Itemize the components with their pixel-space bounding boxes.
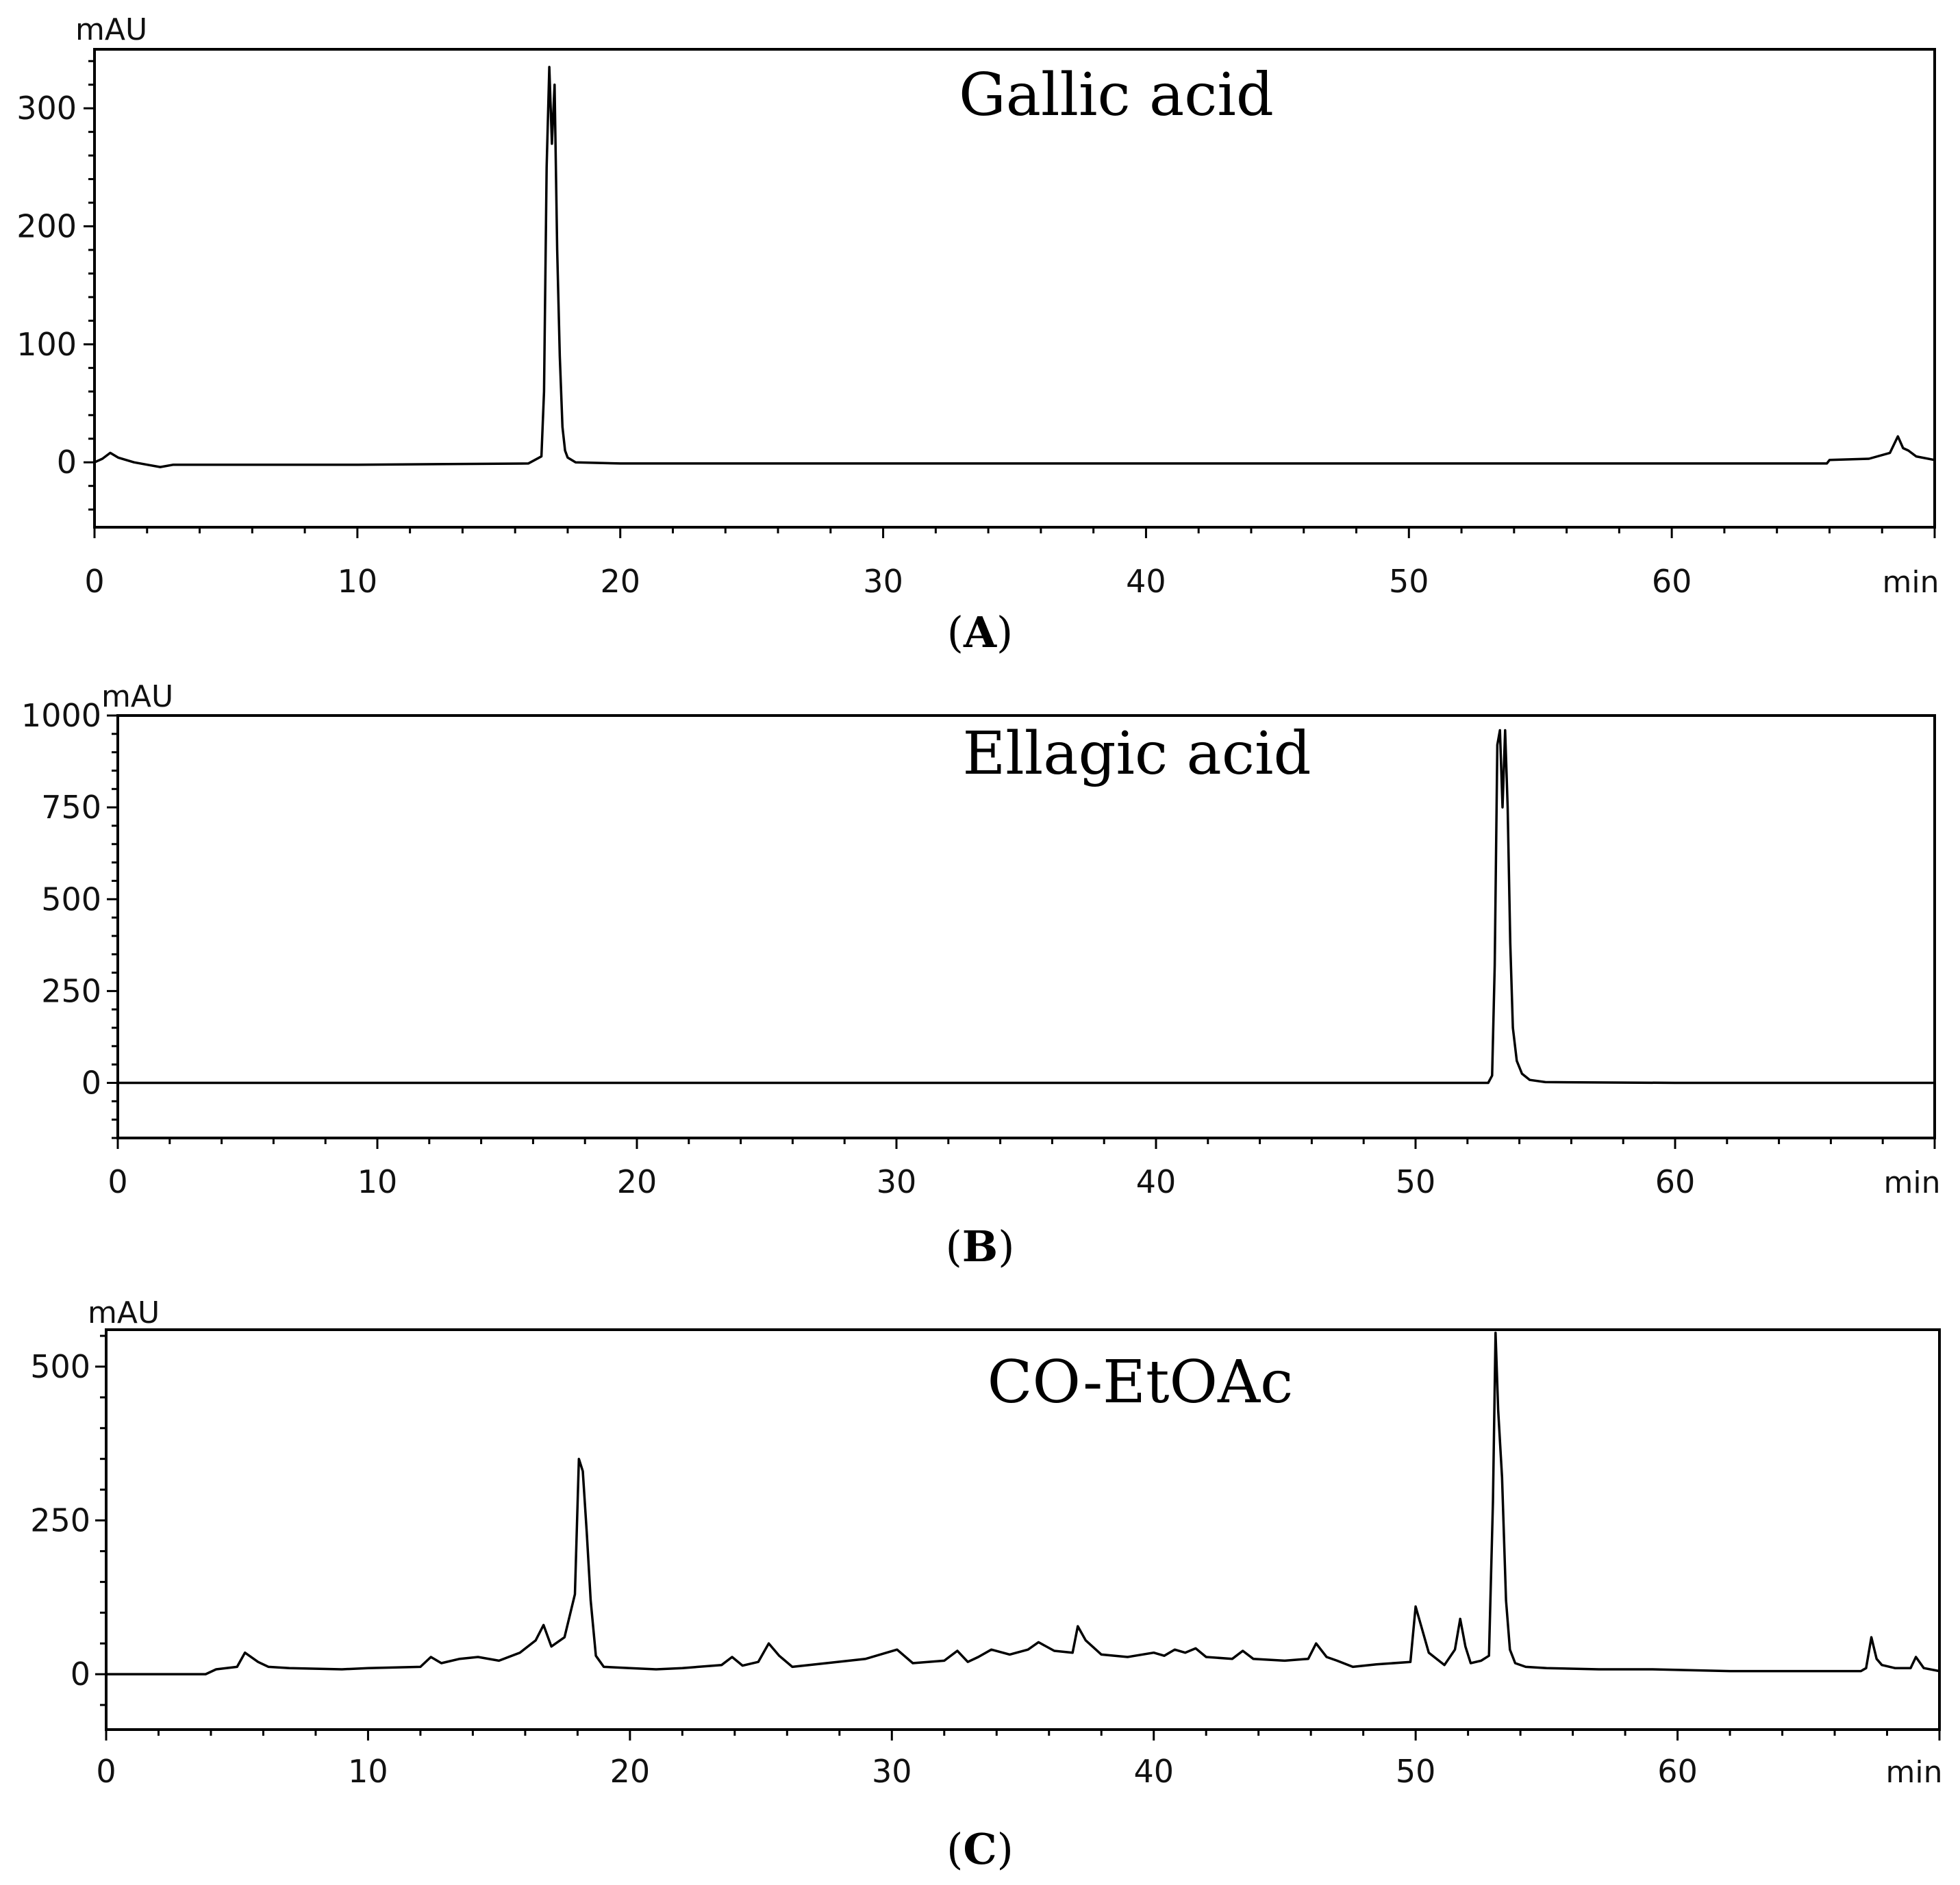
x-axis-unit-label: min	[1886, 1755, 1943, 1790]
y-tick-label: 0	[71, 1656, 90, 1693]
chromatogram-trace-gallic-acid	[94, 66, 1935, 468]
y-axis-unit-label: mAU	[101, 679, 173, 714]
x-tick-label: 0	[108, 1163, 127, 1200]
y-axis-unit-label: mAU	[88, 1295, 160, 1330]
compound-label: Gallic acid	[959, 61, 1274, 129]
x-tick-label: 10	[338, 563, 378, 600]
chromatogram-trace-ellagic-acid	[118, 729, 1935, 1085]
y-tick-label: 500	[30, 1348, 90, 1385]
x-tick-label: 20	[610, 1753, 651, 1790]
x-tick-label: 10	[348, 1753, 388, 1790]
y-tick-label: 0	[81, 1065, 101, 1102]
chromatogram-trace-co-etoac	[106, 1331, 1940, 1675]
y-tick-label: 250	[30, 1502, 90, 1539]
chromatogram-panel-b: mAU 0 250 500 750 1000 0 10 20 30 40 50 60 min Ellagic…	[21, 679, 1941, 1272]
panel-letter: A	[963, 607, 997, 657]
chromatogram-panel-a: mAU 0 100 200 300 0 10 20 30 40 50 60 min Gallic acid…	[16, 12, 1939, 657]
y-tick-label: 500	[41, 881, 101, 918]
x-axis-unit-label: min	[1883, 565, 1939, 600]
compound-label: CO-EtOAc	[988, 1348, 1294, 1417]
x-tick-label: 40	[1126, 563, 1166, 600]
caption-open-paren: (	[946, 1824, 963, 1874]
y-tick-label: 100	[16, 326, 77, 363]
y-tick-label: 750	[41, 789, 101, 826]
x-tick-label: 40	[1133, 1753, 1174, 1790]
x-tick-label: 30	[877, 1163, 917, 1200]
panel-caption: (A)	[947, 607, 1014, 657]
caption-close-paren: )	[997, 1824, 1014, 1874]
x-tick-label: 30	[872, 1753, 912, 1790]
caption-close-paren: )	[996, 607, 1013, 657]
y-tick-label: 300	[16, 90, 77, 127]
y-tick-label: 0	[57, 444, 77, 481]
compound-label: Ellagic acid	[962, 720, 1311, 788]
x-tick-label: 20	[617, 1163, 657, 1200]
caption-close-paren: )	[998, 1222, 1014, 1272]
x-tick-label: 20	[600, 563, 640, 600]
x-tick-label: 50	[1396, 1163, 1436, 1200]
plot-frame	[93, 48, 1936, 529]
x-tick-label: 10	[357, 1163, 398, 1200]
caption-open-paren: (	[947, 607, 964, 657]
x-tick-label: 0	[96, 1753, 116, 1790]
plot-frame	[105, 1328, 1941, 1731]
x-tick-label: 30	[863, 563, 903, 600]
x-tick-label: 50	[1389, 563, 1429, 600]
y-tick-label: 1000	[21, 697, 101, 734]
y-tick-label: 250	[41, 972, 101, 1009]
caption-open-paren: (	[946, 1222, 962, 1272]
x-tick-label: 50	[1396, 1753, 1436, 1790]
x-axis-unit-label: min	[1884, 1165, 1941, 1200]
panel-letter: B	[962, 1222, 998, 1272]
x-tick-label: 60	[1655, 1163, 1696, 1200]
chromatogram-panel-c: mAU 0 250 500 0 10 20 30 40 50 60 min CO-EtOAc (C)	[30, 1295, 1942, 1874]
x-tick-label: 60	[1657, 1753, 1698, 1790]
x-tick-label: 60	[1652, 563, 1692, 600]
y-tick-label: 200	[16, 208, 77, 245]
panel-caption: (B)	[946, 1222, 1015, 1272]
x-tick-label: 40	[1136, 1163, 1177, 1200]
panel-letter: C	[963, 1824, 996, 1874]
panel-caption: (C)	[946, 1824, 1014, 1874]
plot-frame	[116, 714, 1936, 1139]
x-tick-label: 0	[84, 563, 104, 600]
y-axis-unit-label: mAU	[75, 12, 147, 47]
